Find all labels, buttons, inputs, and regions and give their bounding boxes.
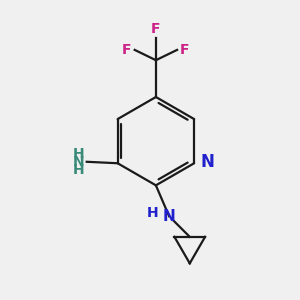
Text: F: F — [180, 43, 190, 57]
Text: N: N — [163, 209, 175, 224]
Text: H: H — [146, 206, 158, 220]
Text: H: H — [73, 163, 84, 177]
Text: N: N — [73, 155, 84, 169]
Text: F: F — [122, 43, 132, 57]
Text: F: F — [151, 22, 160, 36]
Text: H: H — [73, 146, 84, 161]
Text: N: N — [201, 153, 214, 171]
